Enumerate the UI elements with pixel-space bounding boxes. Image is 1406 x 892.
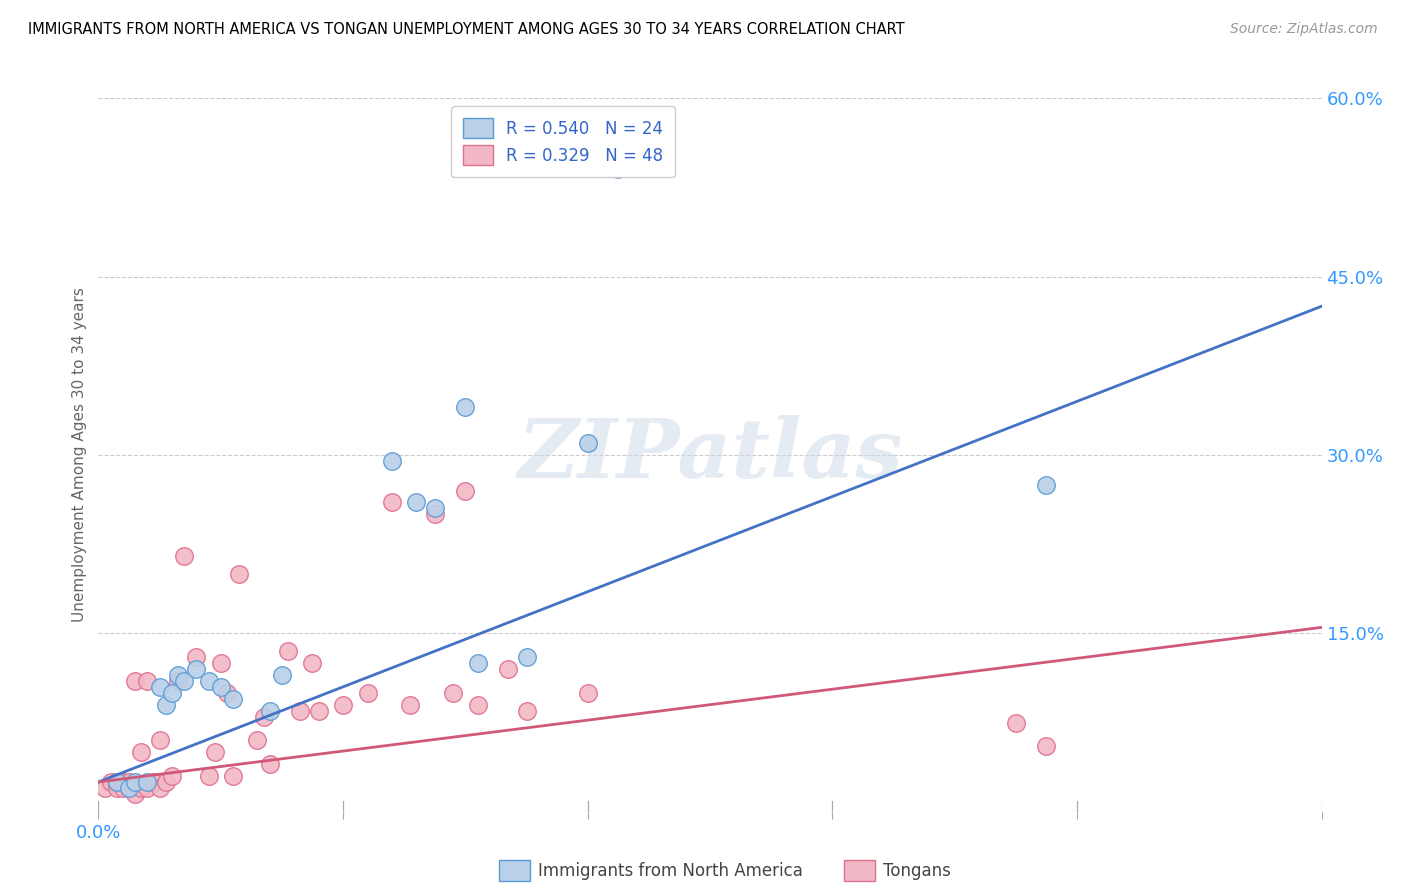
Point <box>136 780 159 795</box>
Point <box>111 780 134 795</box>
Point <box>93 780 115 795</box>
Point <box>197 769 219 783</box>
Point <box>405 495 427 509</box>
Point <box>516 704 538 718</box>
Legend: R = 0.540   N = 24, R = 0.329   N = 48: R = 0.540 N = 24, R = 0.329 N = 48 <box>451 106 675 178</box>
Point <box>124 673 146 688</box>
Point <box>454 483 477 498</box>
Point <box>423 508 446 522</box>
Point <box>160 769 183 783</box>
Point <box>149 680 172 694</box>
Point <box>129 745 152 759</box>
Point <box>301 656 323 670</box>
Point <box>111 775 134 789</box>
Point <box>467 656 489 670</box>
Text: Tongans: Tongans <box>883 862 950 880</box>
Point <box>246 733 269 747</box>
Point <box>124 775 146 789</box>
Point <box>100 775 122 789</box>
Point <box>155 775 177 789</box>
Point <box>105 780 128 795</box>
Point <box>252 709 274 723</box>
Point <box>186 650 208 665</box>
Point <box>167 673 190 688</box>
Text: IMMIGRANTS FROM NORTH AMERICA VS TONGAN UNEMPLOYMENT AMONG AGES 30 TO 34 YEARS C: IMMIGRANTS FROM NORTH AMERICA VS TONGAN … <box>28 22 904 37</box>
Point <box>290 704 312 718</box>
Point <box>496 662 519 676</box>
Point <box>222 691 245 706</box>
Point <box>1004 715 1026 730</box>
Point <box>259 704 281 718</box>
Point <box>209 656 232 670</box>
Point <box>222 769 245 783</box>
Point <box>149 780 172 795</box>
Point <box>118 775 141 789</box>
Text: ZIPatlas: ZIPatlas <box>517 415 903 495</box>
Point <box>259 757 281 772</box>
Point <box>149 733 172 747</box>
Point <box>356 686 378 700</box>
Point <box>209 680 232 694</box>
Point <box>186 662 208 676</box>
Point <box>308 704 330 718</box>
Point <box>215 686 238 700</box>
Point <box>1035 477 1057 491</box>
Point <box>105 775 128 789</box>
Point <box>136 673 159 688</box>
Point <box>467 698 489 712</box>
Point <box>228 566 250 581</box>
Point <box>204 745 226 759</box>
Point <box>381 454 404 468</box>
Point <box>399 698 422 712</box>
Point <box>118 780 141 795</box>
Point <box>167 668 190 682</box>
Point <box>607 162 630 177</box>
Point <box>1035 739 1057 754</box>
Point <box>105 775 128 789</box>
Point <box>197 673 219 688</box>
Point <box>576 436 599 450</box>
Text: Immigrants from North America: Immigrants from North America <box>538 862 803 880</box>
Point <box>155 698 177 712</box>
Point <box>118 780 141 795</box>
Point <box>441 686 464 700</box>
Point <box>516 650 538 665</box>
Point <box>142 775 165 789</box>
Point <box>381 495 404 509</box>
Point <box>173 673 195 688</box>
Point <box>270 668 292 682</box>
Point <box>454 401 477 415</box>
Point <box>136 775 159 789</box>
Point <box>277 644 299 658</box>
Point <box>423 501 446 516</box>
Point <box>173 549 195 563</box>
Point <box>124 787 146 801</box>
Point <box>576 686 599 700</box>
Point <box>129 780 152 795</box>
Point <box>160 686 183 700</box>
Text: Source: ZipAtlas.com: Source: ZipAtlas.com <box>1230 22 1378 37</box>
Point <box>332 698 354 712</box>
Y-axis label: Unemployment Among Ages 30 to 34 years: Unemployment Among Ages 30 to 34 years <box>72 287 87 623</box>
